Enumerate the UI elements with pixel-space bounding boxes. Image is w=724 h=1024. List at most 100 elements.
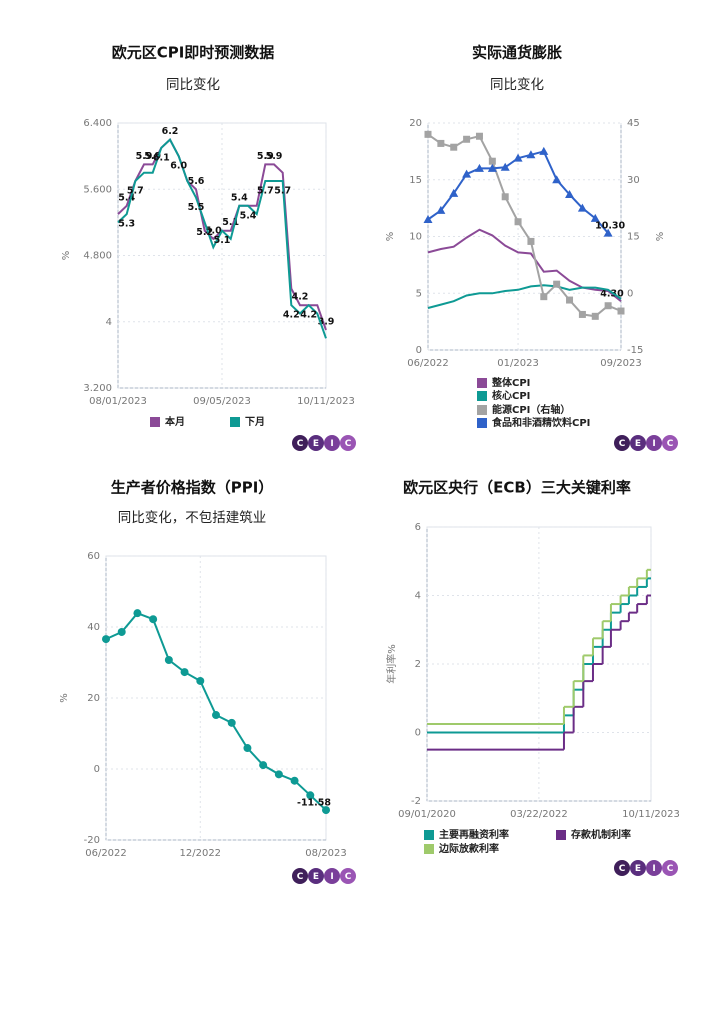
logo-letter: I xyxy=(330,872,333,882)
marker xyxy=(604,302,612,310)
data-label: 5.5 xyxy=(188,202,205,213)
logo-dot xyxy=(646,860,662,876)
data-label: 3.9 xyxy=(318,317,335,328)
data-label: 5.9 xyxy=(144,151,161,162)
data-label: 4.2 xyxy=(292,292,309,303)
y-tick-label: 6 xyxy=(415,522,421,533)
logo-dot xyxy=(292,868,308,884)
y-tick-label: 40 xyxy=(87,622,100,633)
marker xyxy=(164,656,173,665)
marker xyxy=(180,668,189,677)
data-label: 5.9 xyxy=(136,151,153,162)
logo-dot xyxy=(614,435,630,451)
data-label: 4.2 xyxy=(300,310,317,321)
logo-dot xyxy=(324,868,340,884)
y-axis-label: % xyxy=(59,693,70,703)
legend-label: 食品和非酒精饮料CPI xyxy=(491,416,590,429)
legend-swatch xyxy=(477,418,487,428)
logo-letter: C xyxy=(345,439,352,449)
y-axis-label: % xyxy=(61,251,72,261)
y-tick-label: 20 xyxy=(87,693,100,704)
x-tick-label: 09/05/2023 xyxy=(193,396,251,407)
y-tick-label: 5.600 xyxy=(83,184,112,195)
marker xyxy=(488,157,496,165)
marker xyxy=(540,293,548,301)
data-label: 5.7 xyxy=(274,185,291,196)
marker xyxy=(117,627,126,636)
y-tick-label: 10 xyxy=(409,232,422,243)
logo-dot xyxy=(614,860,630,876)
legend-label: 边际放款利率 xyxy=(438,842,499,855)
x-tick-label: 09/01/2020 xyxy=(398,809,456,820)
y-tick-label: 3.200 xyxy=(83,383,112,394)
series-line xyxy=(427,228,622,302)
marker xyxy=(578,310,586,318)
y-tick-label: 15 xyxy=(409,175,422,186)
series-line xyxy=(117,137,327,339)
y-tick-label: 6.400 xyxy=(83,118,112,129)
marker xyxy=(274,770,283,779)
x-tick-label: 06/2022 xyxy=(407,358,449,369)
series-line xyxy=(427,284,622,309)
data-label: 5.0 xyxy=(205,225,222,236)
marker xyxy=(475,132,483,140)
logo-letter: E xyxy=(313,872,319,882)
data-label: 5.7 xyxy=(257,185,274,196)
data-label: 5.4 xyxy=(240,210,257,221)
data-label: 5.1 xyxy=(222,217,239,228)
marker xyxy=(243,744,252,753)
data-label: 6.1 xyxy=(153,152,170,163)
logo-letter: C xyxy=(345,872,352,882)
y2-tick-label: 15 xyxy=(627,232,640,243)
marker xyxy=(566,296,574,304)
marker xyxy=(424,130,432,138)
chart-title: 欧元区CPI即时预测数据 xyxy=(112,44,275,62)
data-label: 5.6 xyxy=(188,176,205,187)
y-axis-label: % xyxy=(385,232,396,242)
legend-label: 本月 xyxy=(165,415,185,428)
y-tick-label: 0 xyxy=(415,728,421,739)
marker xyxy=(463,135,471,143)
legend-swatch xyxy=(230,417,240,427)
marker xyxy=(514,218,522,226)
x-tick-label: 08/01/2023 xyxy=(89,396,147,407)
legend-swatch xyxy=(150,417,160,427)
marker xyxy=(259,761,268,770)
logo-letter: C xyxy=(619,864,626,874)
marker xyxy=(527,237,535,245)
y-axis-label: 年利率% xyxy=(385,644,398,684)
x-tick-label: 01/2023 xyxy=(497,358,539,369)
data-label: 5.9 xyxy=(257,151,274,162)
y-tick-label: 60 xyxy=(87,551,100,562)
marker xyxy=(539,146,549,155)
y2-axis-label: % xyxy=(655,232,666,242)
marker xyxy=(552,175,562,184)
data-label: 4.2 xyxy=(283,310,300,321)
data-label: -11.58 xyxy=(297,798,331,809)
chart-subtitle: 同比变化，不包括建筑业 xyxy=(118,510,267,526)
legend-swatch xyxy=(477,405,487,415)
marker xyxy=(500,162,510,171)
logo-dot xyxy=(308,435,324,451)
marker xyxy=(577,203,587,212)
legend-swatch xyxy=(424,830,434,840)
marker xyxy=(449,188,459,197)
marker xyxy=(212,711,220,720)
series-line xyxy=(427,133,622,318)
logo-dot xyxy=(630,860,646,876)
marker xyxy=(526,150,536,159)
data-label: 5.4 xyxy=(118,192,135,203)
marker xyxy=(306,791,315,800)
y-tick-label: 4.800 xyxy=(83,251,112,262)
data-label: 6.0 xyxy=(170,161,187,172)
marker xyxy=(487,163,497,172)
logo-dot xyxy=(662,435,678,451)
y-tick-label: 5 xyxy=(416,288,422,299)
chart-subtitle: 同比变化 xyxy=(490,77,544,93)
logo-letter: C xyxy=(297,439,304,449)
y-tick-label: 4 xyxy=(415,591,421,602)
chart-subtitle: 同比变化 xyxy=(166,77,220,93)
x-tick-label: 09/2023 xyxy=(600,358,642,369)
legend-swatch xyxy=(556,830,566,840)
x-tick-label: 03/22/2022 xyxy=(510,809,568,820)
